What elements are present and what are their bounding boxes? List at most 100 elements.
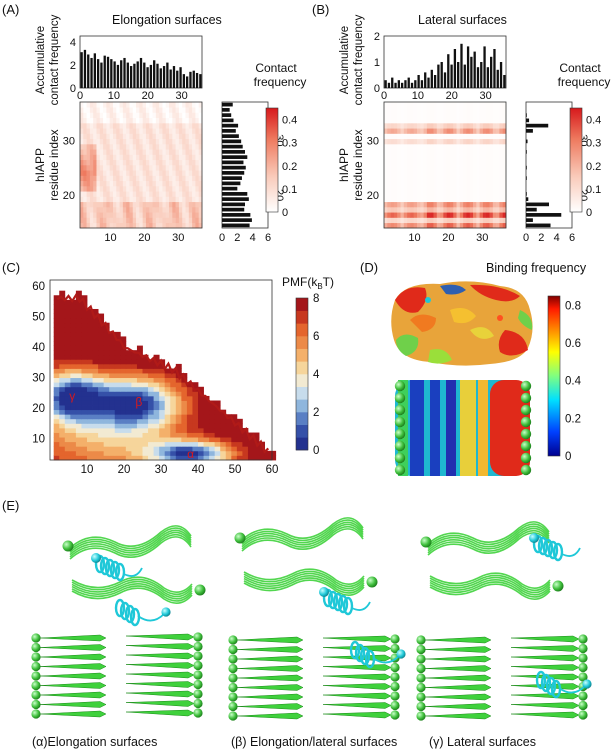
top-histogram-bar	[110, 59, 113, 88]
pmf-cell	[125, 446, 132, 452]
top-histogram-y-tick: 2	[374, 31, 380, 43]
heatmap-cell	[119, 196, 124, 203]
heatmap-cell	[129, 212, 134, 218]
heatmap-cell	[182, 144, 186, 150]
heatmap-cell	[384, 154, 388, 161]
beta-strand-lower	[429, 581, 551, 598]
heatmap-cell	[165, 222, 170, 229]
pmf-cell	[203, 409, 210, 415]
terminal-bead	[578, 643, 588, 654]
heatmap-cell	[116, 207, 120, 213]
heatmap-cell	[122, 186, 127, 192]
pmf-cell	[220, 441, 227, 447]
heatmap-cell	[410, 149, 414, 155]
heatmap-cell	[469, 175, 474, 182]
pmf-cell	[81, 327, 88, 333]
pmf-cell	[64, 313, 71, 319]
heatmap-cell	[499, 159, 504, 166]
heatmap-cell	[198, 128, 203, 134]
heatmap-cell	[426, 186, 431, 192]
heatmap-cell	[436, 123, 441, 129]
pmf-cell	[98, 432, 105, 438]
top-histogram-bar	[106, 56, 110, 88]
heatmap-cell	[89, 165, 94, 171]
heatmap-cell	[426, 222, 431, 229]
heatmap-cell	[198, 149, 203, 155]
pmf-cell	[136, 446, 143, 452]
pmf-cell	[220, 432, 227, 438]
pmf-cell	[92, 405, 99, 411]
pmf-cell	[98, 327, 105, 333]
pmf-cell	[175, 382, 182, 388]
residue-bead-left	[394, 464, 406, 476]
heatmap-cell	[159, 186, 163, 192]
pmf-cell	[70, 395, 77, 401]
panel-b-title: Lateral surfaces	[418, 13, 507, 27]
heatmap-cell	[393, 191, 398, 197]
pmf-cell	[164, 409, 171, 415]
beta-sheet-arrow-left	[424, 703, 492, 710]
pmf-cell	[120, 373, 127, 379]
pmf-cell	[53, 395, 60, 401]
top-histogram-bar	[503, 75, 506, 88]
heatmap-cell	[162, 128, 167, 134]
heatmap-cell	[407, 138, 411, 145]
pmf-cell	[59, 373, 66, 379]
top-histogram-x-tick: 20	[142, 90, 154, 102]
heatmap-cell	[99, 207, 104, 213]
heatmap-cell	[80, 159, 84, 166]
heatmap-cell	[86, 212, 91, 218]
pmf-cell	[70, 345, 77, 351]
heatmap-cell	[159, 175, 163, 182]
heatmap-cell	[433, 123, 438, 129]
beta-sheet-arrow-left	[236, 646, 304, 653]
heatmap-cell	[413, 112, 418, 119]
top-histogram-bar	[103, 55, 106, 88]
top-histogram-x-tick: 20	[446, 90, 458, 102]
heatmap-cell	[145, 170, 150, 176]
heatmap-cell	[145, 107, 150, 113]
pmf-cell	[64, 395, 71, 401]
heatmap-cell	[126, 107, 130, 113]
heatmap-cell	[169, 175, 173, 182]
heatmap-cell	[436, 212, 441, 218]
heatmap-cell	[129, 217, 134, 224]
pmf-cell	[153, 391, 160, 397]
pmf-cell	[75, 327, 82, 333]
ll37-helix-turn	[99, 556, 111, 576]
heatmap-cell	[149, 133, 153, 140]
pmf-cell	[175, 409, 182, 415]
heatmap-cell	[416, 186, 421, 192]
heatmap-cell	[136, 196, 140, 203]
heatmap-cell	[423, 154, 428, 161]
pmf-cell	[59, 437, 66, 443]
beta-strand-lower	[429, 572, 551, 589]
heatmap-cell	[182, 102, 186, 108]
heatmap-cell	[453, 207, 457, 213]
pmf-cell	[203, 400, 210, 406]
beta-strand-upper	[427, 525, 550, 549]
heatmap-cell	[466, 138, 471, 145]
heatmap-cell	[165, 165, 170, 171]
beta-sheet-arrow-left	[39, 653, 107, 661]
pmf-cell	[186, 391, 193, 397]
heatmap-cell	[103, 186, 107, 192]
heatmap-cell	[126, 154, 130, 161]
heatmap-cell	[109, 107, 114, 113]
top-histogram-bar	[162, 66, 166, 88]
pmf-cell	[53, 318, 60, 324]
ll37-coil	[561, 547, 581, 557]
heatmap-cell	[476, 201, 480, 208]
heatmap-cell	[449, 207, 454, 213]
heatmap-cell	[413, 180, 418, 187]
beta-strand-upper	[69, 531, 192, 556]
heatmap-cell	[192, 112, 196, 119]
heatmap-cell	[106, 180, 110, 187]
residue-bead-left	[394, 404, 406, 416]
heatmap-cell	[192, 165, 196, 171]
pmf-cell	[70, 327, 77, 333]
pmf-cell	[114, 373, 121, 379]
heatmap-cell	[155, 217, 160, 224]
pmf-colorbar-frame	[295, 297, 309, 451]
heatmap-cell	[116, 102, 120, 108]
